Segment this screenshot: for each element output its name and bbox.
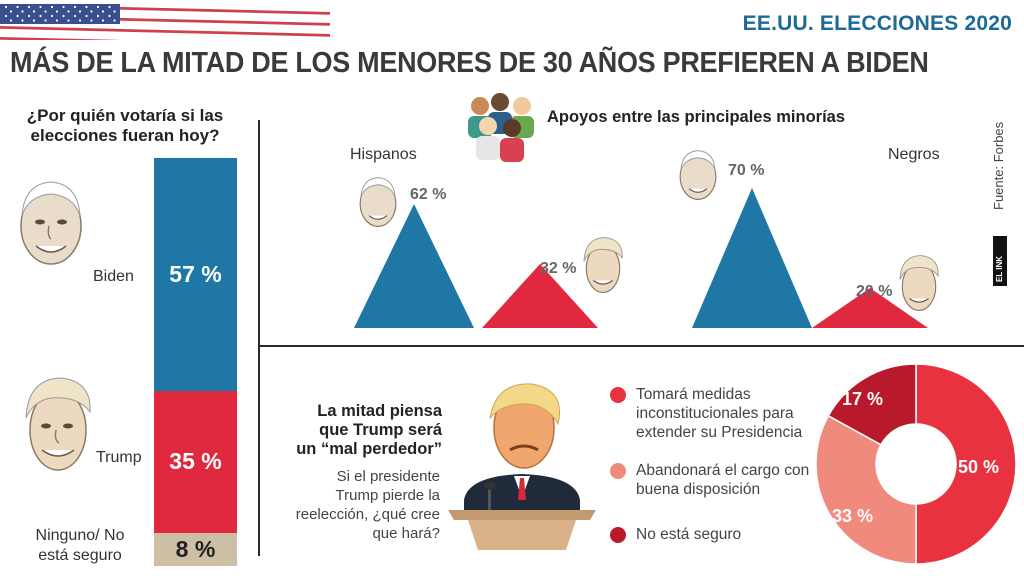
bar-unsure: 8 % [154,533,237,566]
legend-swatch [610,387,626,403]
trump-face-icon [899,255,939,312]
legend-item-inconstitucional: Tomará medidas inconstitucionales para e… [610,385,812,445]
legend-item-abandonara: Abandonará el cargo con buena disposició… [610,461,812,501]
people-group-icon [468,93,534,162]
bar-label-biden: 57 % [169,260,222,287]
vertical-divider [258,120,260,556]
vote-question: ¿Por quién votaría si las elecciones fue… [26,106,224,145]
legend-item-no-seguro: No está seguro [610,525,812,545]
triangle-hispanos-trump [482,264,598,328]
minorities-chart [354,188,928,328]
source-note: Fuente: Forbes [991,121,1006,210]
biden-face-icon [359,177,397,227]
donut-chart [815,363,1017,565]
category-unsure: Ninguno/ No está seguro [35,527,125,564]
donut-slice-1 [815,414,917,565]
donut-slice-2 [827,363,917,446]
donut-label-50: 50 % [958,457,1000,477]
bar-label-unsure: 8 % [175,536,216,563]
biden-face-icon [679,150,717,200]
category-trump: Trump [96,449,142,466]
bar-biden: 57 % [154,158,237,391]
loser-question: Si el presidente Trump pierde la reelecc… [295,468,440,542]
logo: EL INK [993,236,1007,286]
horizontal-divider [258,345,1024,347]
pct-negros-biden: 70 % [728,162,765,179]
trump-face-icon [25,377,91,471]
legend-swatch [610,527,626,543]
donut-label-33: 33 % [832,506,874,526]
triangle-hispanos-biden [354,204,474,328]
vote-stacked-bar: 57 % 35 % 8 % [154,158,237,566]
minorities-title: Apoyos entre las principales minorías [547,108,846,126]
pct-negros-trump: 20 % [856,283,893,300]
header-label: EE.UU. ELECCIONES 2020 [742,12,1012,35]
triangle-negros-biden [692,188,812,328]
pct-hispanos-trump: 32 % [540,260,577,277]
bar-label-trump: 35 % [169,448,222,475]
trump-podium-icon [448,383,596,550]
donut-slice-0 [915,363,1017,565]
trump-face-icon [583,237,623,294]
flag-icon [0,4,330,40]
legend-swatch [610,463,626,479]
page-title: MÁS DE LA MITAD DE LOS MENORES DE 30 AÑO… [10,47,929,79]
bar-trump: 35 % [154,390,237,534]
loser-title: La mitad piensa que Trump será un “mal p… [296,402,442,458]
triangle-negros-trump [812,288,928,328]
group-label-negros: Negros [888,146,940,163]
pct-hispanos-biden: 62 % [410,186,447,203]
donut-label-17: 17 % [842,389,884,409]
category-biden: Biden [93,268,134,285]
group-label-hispanos: Hispanos [350,146,417,163]
biden-face-icon [20,181,82,265]
